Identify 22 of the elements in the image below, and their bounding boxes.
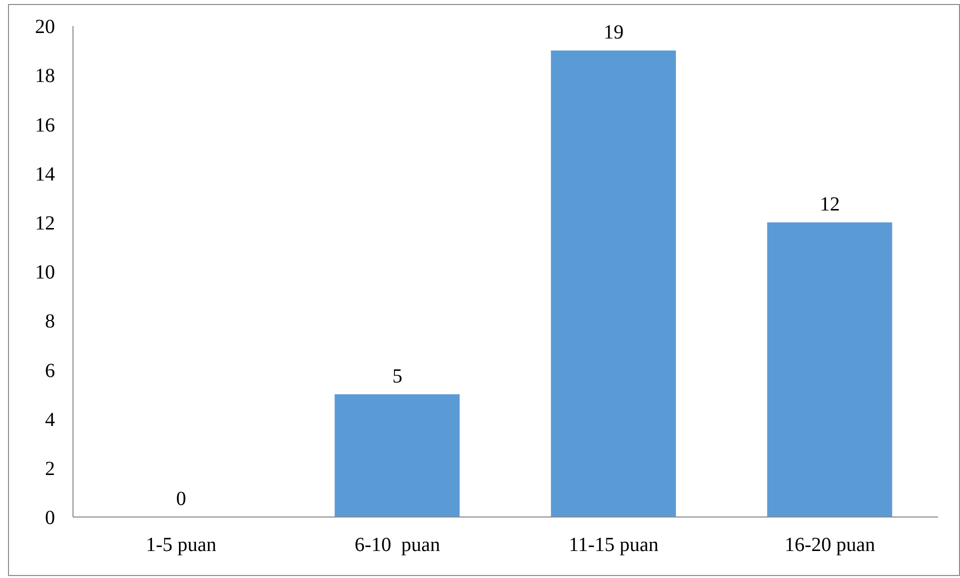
bar: [550, 50, 676, 517]
data-label: 0: [176, 488, 186, 510]
y-tick-label: 14: [35, 163, 55, 186]
y-tick-label: 6: [45, 360, 55, 382]
y-tick-label: 0: [45, 507, 55, 530]
y-tick-label: 18: [35, 65, 55, 88]
y-tick-label: 2: [45, 458, 55, 480]
bar: [334, 394, 460, 517]
y-tick-label: 4: [45, 408, 55, 431]
data-label: 5: [392, 365, 402, 388]
data-label: 12: [820, 193, 840, 216]
x-tick-label: 1-5 puan: [146, 534, 216, 556]
y-tick-label: 16: [35, 114, 55, 136]
x-tick-label: 11-15 puan: [568, 534, 659, 556]
y-tick-label: 8: [45, 310, 55, 333]
y-tick-label: 12: [35, 212, 55, 234]
x-tick-label: 16-20 puan: [784, 534, 876, 556]
y-tick-label: 10: [35, 262, 55, 284]
data-label: 19: [604, 22, 624, 44]
y-tick-label: 20: [35, 16, 55, 38]
bar: [767, 222, 892, 517]
x-tick-label: 6-10 puan: [354, 534, 440, 556]
